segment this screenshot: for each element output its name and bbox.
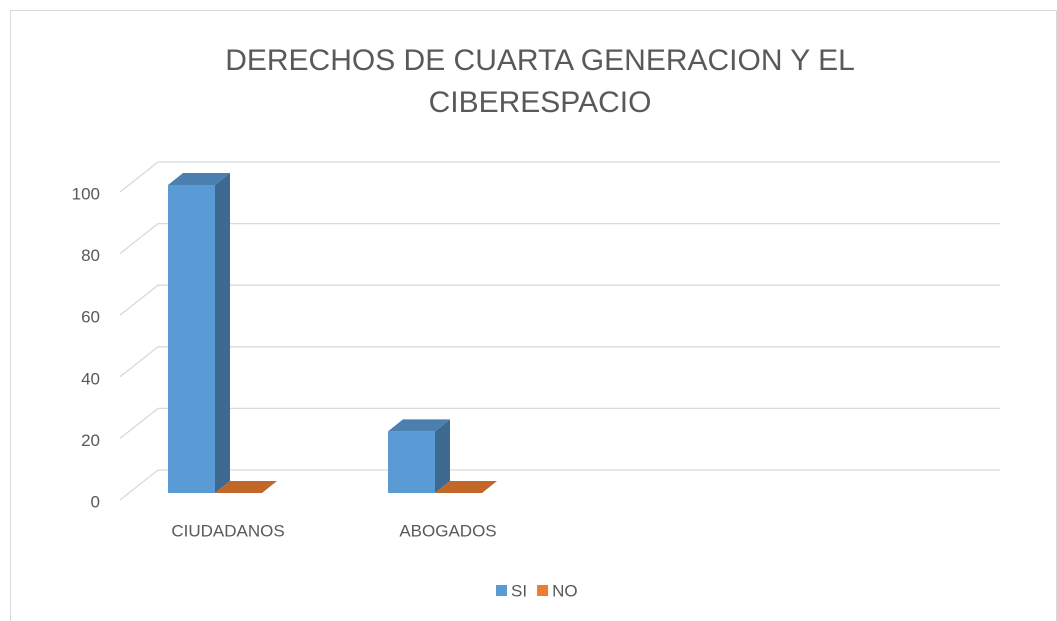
grid-line <box>119 346 1000 378</box>
bar-front <box>388 431 435 493</box>
y-tick-label: 0 <box>91 492 100 511</box>
bar-top <box>168 173 230 185</box>
chart-title: CIBERESPACIO <box>429 86 652 119</box>
grid-line <box>119 161 1000 193</box>
bar <box>168 173 230 493</box>
bar <box>388 419 450 493</box>
bar-side <box>215 173 230 493</box>
bar-side <box>435 419 450 493</box>
legend-label: NO <box>552 581 578 600</box>
grid-line <box>119 284 1000 316</box>
grid-line <box>119 407 1000 439</box>
bar-top <box>215 481 277 493</box>
y-tick-label: 40 <box>81 369 100 388</box>
bar-top <box>435 481 497 493</box>
legend-swatch <box>496 585 507 596</box>
bar <box>435 481 497 493</box>
y-tick-label: 20 <box>81 431 100 450</box>
bar-top <box>388 419 450 432</box>
bar <box>215 481 277 493</box>
chart-title: DERECHOS DE CUARTA GENERACION Y EL <box>225 44 855 77</box>
y-tick-label: 100 <box>72 184 100 203</box>
legend-label: SI <box>511 581 527 600</box>
x-tick-label: ABOGADOS <box>399 521 496 540</box>
y-tick-label: 80 <box>81 246 100 265</box>
grid-line <box>119 469 1000 501</box>
legend-swatch <box>537 585 549 596</box>
bar-front <box>168 185 215 493</box>
y-tick-label: 60 <box>81 308 100 327</box>
x-tick-label: CIUDADANOS <box>171 521 284 540</box>
grid-line <box>119 222 1000 255</box>
